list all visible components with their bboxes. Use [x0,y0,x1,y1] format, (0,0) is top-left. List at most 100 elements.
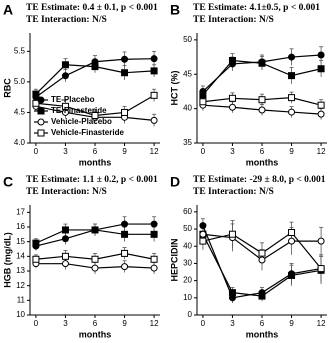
marker [150,91,158,99]
x-tick-label: 6 [260,319,265,328]
y-tick-label: 14 [16,251,25,260]
legend-marker [37,107,45,115]
marker [317,51,325,59]
chart-title: TE Estimate: 1.1 ± 0.2, p < 0.001 [26,175,158,185]
y-tick-label: 10 [16,310,25,319]
marker [288,108,296,116]
y-tick-label: 45 [183,69,192,78]
marker [199,230,207,238]
marker [288,237,296,245]
x-tick-label: 3 [63,147,68,156]
y-tick-label: 17 [16,207,25,216]
chart-title: TE Estimate: 4.1±0.5, p < 0.001 [193,3,320,13]
marker [258,292,266,300]
x-tick-label: 6 [93,147,98,156]
legend-marker [37,118,45,126]
y-tick-label: 10 [183,293,192,302]
marker [317,65,325,73]
marker [258,256,266,264]
marker [150,220,158,228]
marker [61,252,69,260]
y-tick-label: 11 [17,295,26,304]
marker [258,106,266,114]
y-tick-label: 4.0 [14,138,26,147]
y-tick-label: 13 [16,266,25,275]
marker [199,98,207,106]
chart-title: TE Estimate: 0.4 ± 0.1, p < 0.001 [26,3,158,13]
legend-label: TE-Finasteride [51,106,107,115]
marker [150,264,158,272]
x-tick-label: 9 [289,147,294,156]
marker [317,101,325,109]
marker [150,67,158,75]
panel-label: A [3,2,13,18]
marker [288,229,296,236]
x-tick-label: 6 [260,147,265,156]
marker [91,264,99,272]
y-tick-label: 40 [183,104,192,113]
marker [199,91,207,99]
y-tick-label: 4.5 [14,108,26,117]
marker [121,55,129,63]
marker [317,237,325,245]
marker [121,249,129,257]
y-axis-label: RBC [2,78,12,98]
y-tick-label: 5.0 [14,77,26,86]
x-tick-label: 6 [93,319,98,328]
x-tick-label: 0 [201,147,206,156]
marker [317,265,325,273]
marker [288,53,296,61]
chart-subtitle: TE Interaction: N/S [26,15,107,25]
y-tick-label: 60 [183,207,192,216]
marker [150,255,158,263]
y-axis-label: HCT (%) [169,71,179,106]
y-tick-label: 15 [16,237,25,246]
marker [199,222,207,230]
marker [150,116,158,124]
marker [228,230,236,238]
y-axis-label: HGB (mg/dL) [2,232,12,288]
legend-label: Vehicle-Placebo [51,117,112,126]
marker [228,94,236,102]
marker [150,55,158,63]
marker [61,102,69,110]
chart-title: TE Estimate: -29 ± 8.0, p < 0.001 [193,175,326,185]
marker [91,255,99,263]
marker [288,72,296,80]
marker [121,108,129,116]
marker [32,255,40,263]
panel-label: D [170,174,180,190]
marker [61,260,69,268]
marker [61,72,69,80]
x-tick-label: 12 [150,147,159,156]
x-tick-label: 9 [122,147,127,156]
x-tick-label: 9 [289,319,294,328]
y-tick-label: 12 [16,281,25,290]
y-tick-label: 50 [183,35,192,44]
panel-label: C [3,174,13,190]
y-tick-label: 30 [183,259,192,268]
x-tick-label: 0 [34,147,39,156]
x-tick-label: 3 [63,319,68,328]
y-tick-label: 50 [183,224,192,233]
x-axis-label: months [79,329,112,339]
y-axis-label: HEPCIDIN [169,238,179,281]
marker [61,226,69,234]
marker [150,230,158,238]
x-axis-label: months [79,157,112,167]
x-tick-label: 0 [34,319,39,328]
marker [32,239,40,247]
y-tick-label: 40 [183,241,192,250]
x-tick-label: 3 [230,319,235,328]
marker [61,61,69,69]
x-tick-label: 12 [317,319,326,328]
chart-subtitle: TE Interaction: N/S [193,187,274,197]
x-tick-label: 3 [230,147,235,156]
marker [32,90,40,98]
x-tick-label: 12 [150,319,159,328]
marker [91,63,99,71]
y-tick-label: 5.5 [14,46,26,55]
legend-marker [37,96,45,104]
marker [228,103,236,111]
